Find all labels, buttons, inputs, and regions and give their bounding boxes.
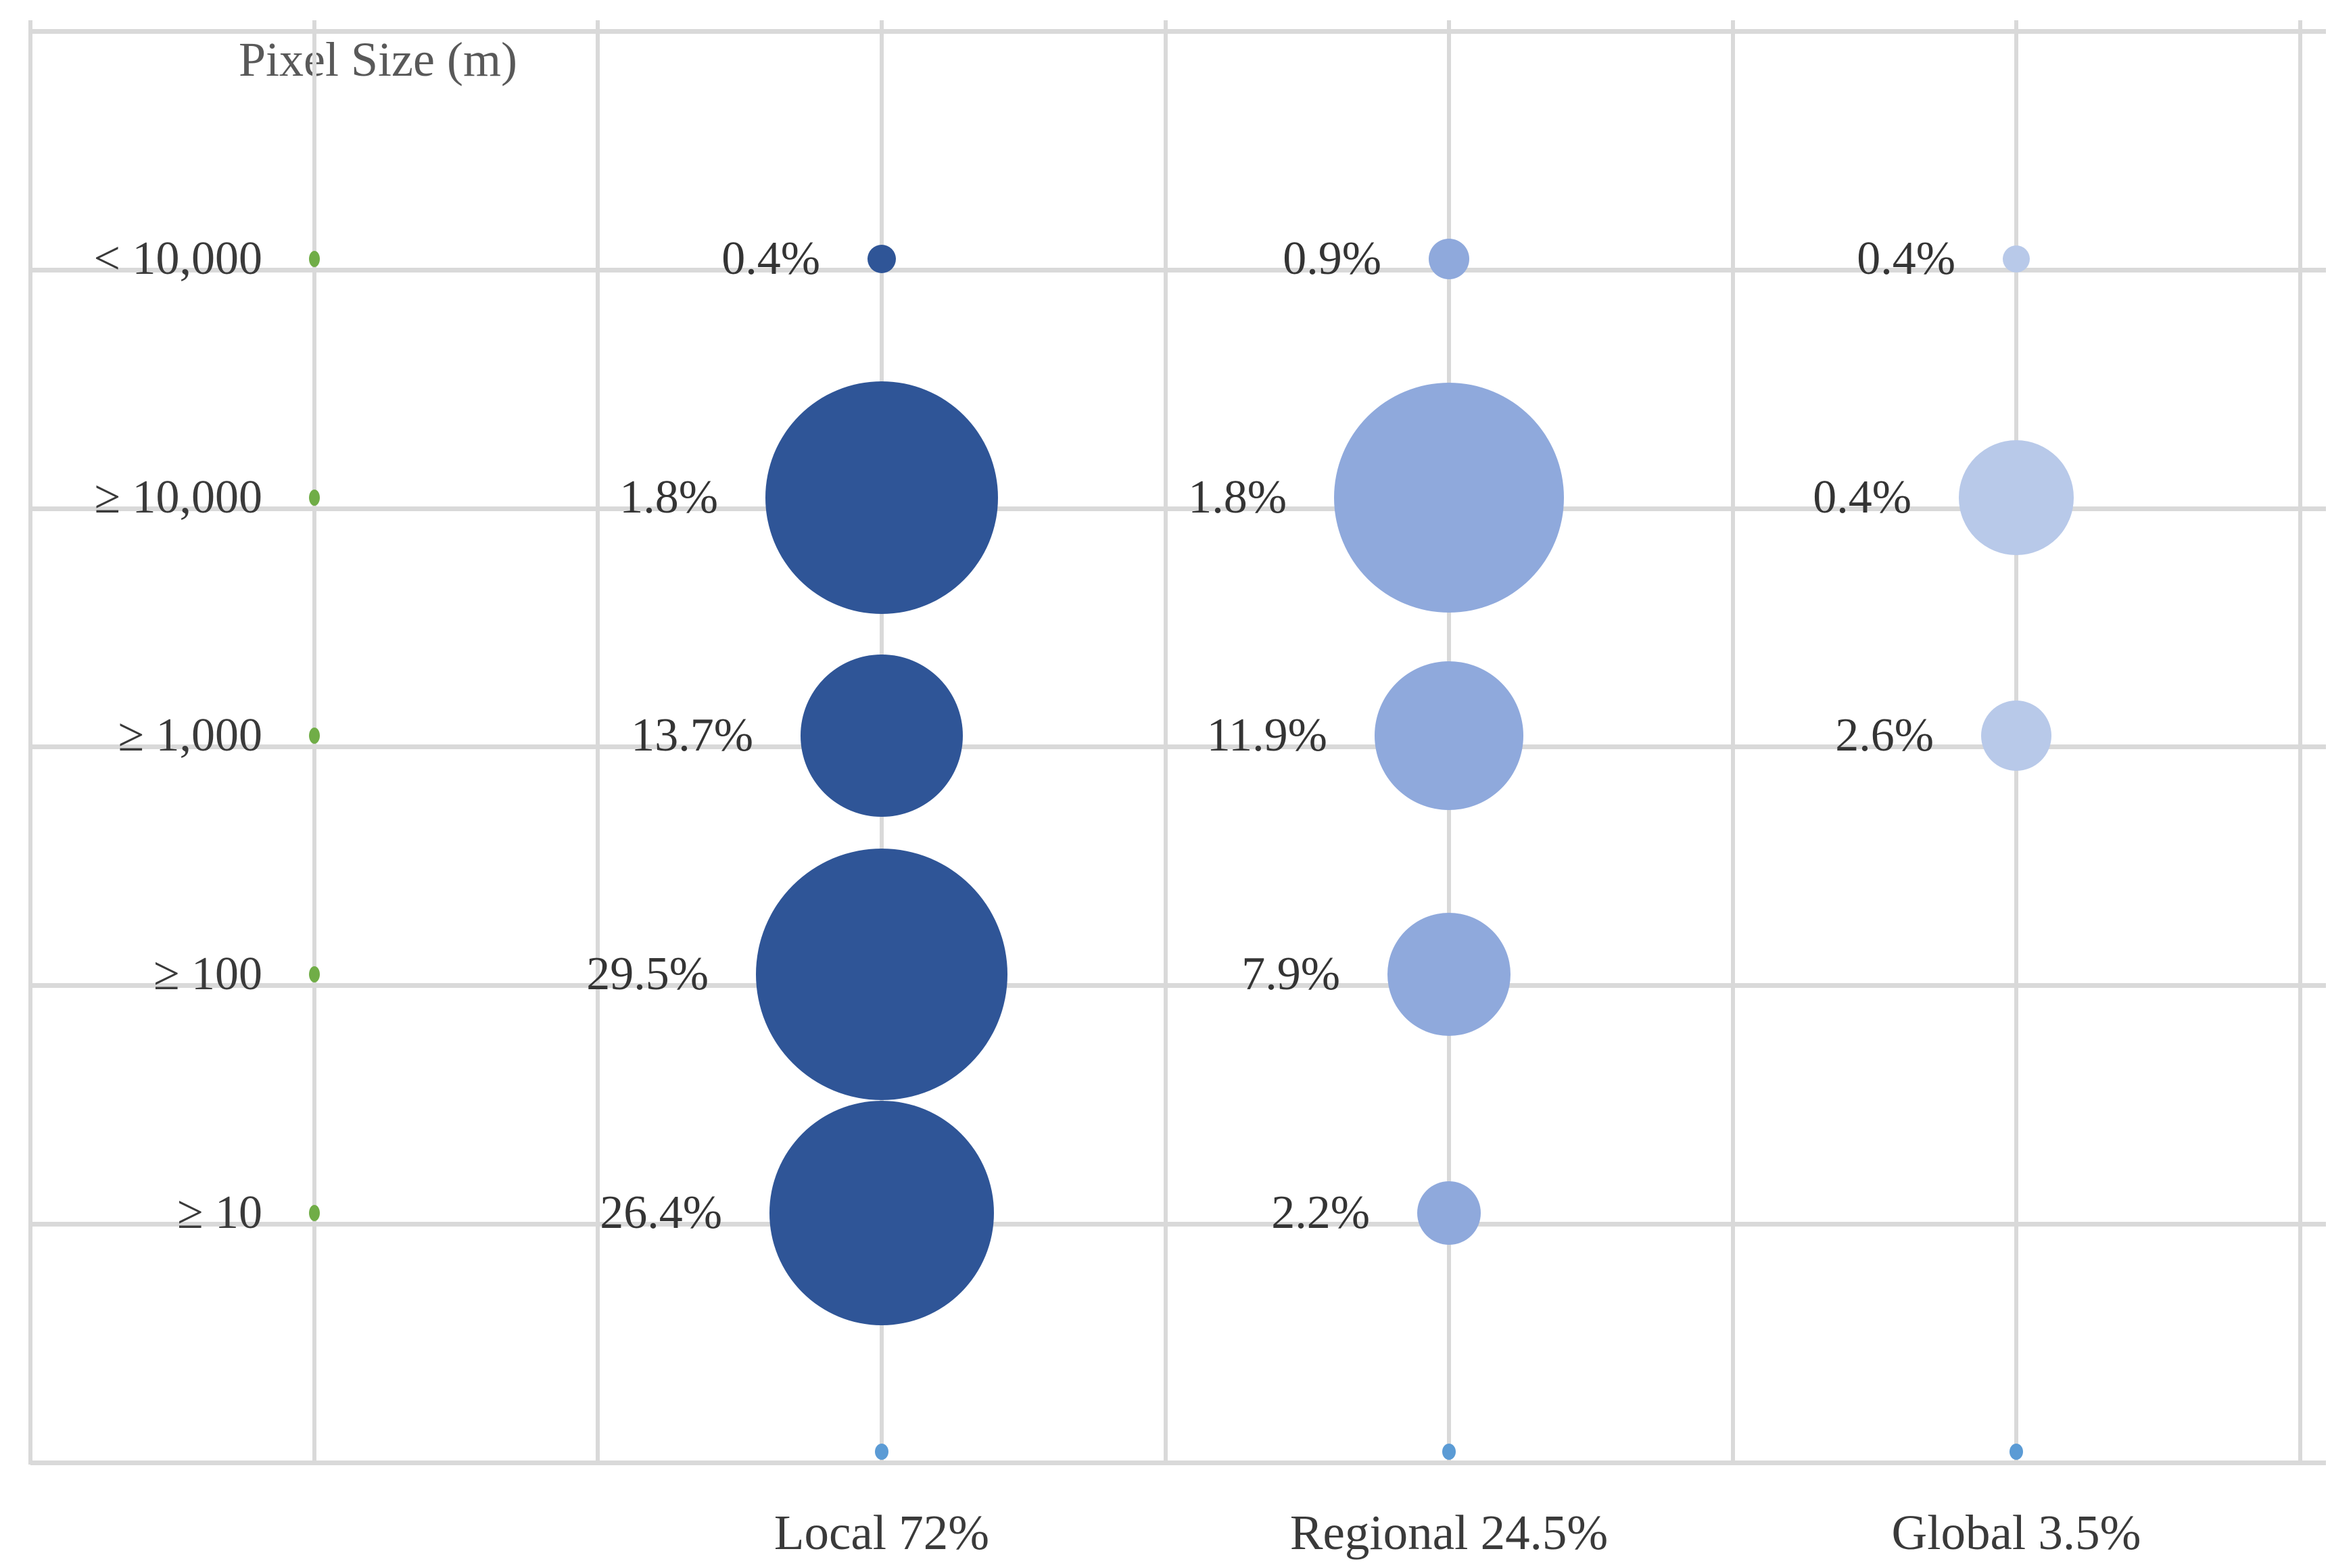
bubble-regional-row5 [1417,1181,1481,1245]
plot-right-border [2298,20,2302,1465]
y-axis-label: ≥ 10 [177,1187,262,1239]
axis-dot-green [309,966,320,982]
gridline-vertical [1164,20,1168,1465]
bubble-global-row2 [1959,440,2074,555]
bubble-value-label: 0.4% [1857,233,1955,285]
bubble-local-row3 [801,655,963,817]
bubble-value-label: 2.2% [1271,1187,1370,1239]
bubble-value-label: 1.8% [1188,471,1287,523]
bubble-regional-row4 [1387,913,1511,1036]
axis-dot-green [309,728,320,744]
column-marker-dot [2010,1444,2023,1460]
plot-bottom-border [30,1460,2326,1465]
axis-dot-green [309,1205,320,1221]
gridline-horizontal [30,744,2326,749]
bubble-local-row4 [756,849,1007,1100]
column-marker-dot [875,1444,888,1460]
bubble-value-label: 7.9% [1241,948,1340,1000]
gridline-horizontal [30,506,2326,511]
plot-left-border [28,20,32,1465]
series-label: Global 3.5% [1891,1505,2141,1560]
gridline-horizontal [30,983,2326,988]
gridline-horizontal [30,1222,2326,1227]
bubble-global-row1 [2003,245,2030,272]
bubble-value-label: 1.8% [619,471,718,523]
y-axis-label: < 10,000 [93,233,262,285]
bubble-local-row1 [867,245,896,273]
series-label: Regional 24.5% [1289,1505,1609,1560]
bubble-value-label: 0.9% [1283,233,1381,285]
axis-dot-green [309,490,320,506]
gridline-vertical [596,20,600,1465]
y-axis-label: ≥ 100 [153,948,262,1000]
column-marker-dot [1442,1444,1456,1460]
bubble-value-label: 26.4% [600,1187,722,1239]
bubble-regional-row1 [1429,239,1469,279]
plot-top-border [30,29,2326,34]
bubble-global-row3 [1981,700,2051,771]
bubble-local-row5 [769,1101,994,1325]
bubble-local-row2 [765,381,998,614]
axis-dot-green [309,251,320,267]
gridline-vertical [1731,20,1735,1465]
bubble-value-label: 29.5% [586,948,709,1000]
bubble-value-label: 0.4% [721,233,820,285]
bubble-value-label: 2.6% [1835,709,1934,761]
bubble-regional-row3 [1375,661,1523,810]
y-axis-label: ≥ 1,000 [118,709,262,761]
y-axis-label: ≥ 10,000 [94,471,262,523]
bubble-value-label: 13.7% [631,709,753,761]
bubble-regional-row2 [1334,383,1564,613]
bubble-value-label: 0.4% [1813,471,1911,523]
series-label: Local 72% [774,1505,990,1560]
gridline-horizontal [30,268,2326,272]
chart-title: Pixel Size (m) [239,32,517,87]
bubble-value-label: 11.9% [1206,709,1327,761]
